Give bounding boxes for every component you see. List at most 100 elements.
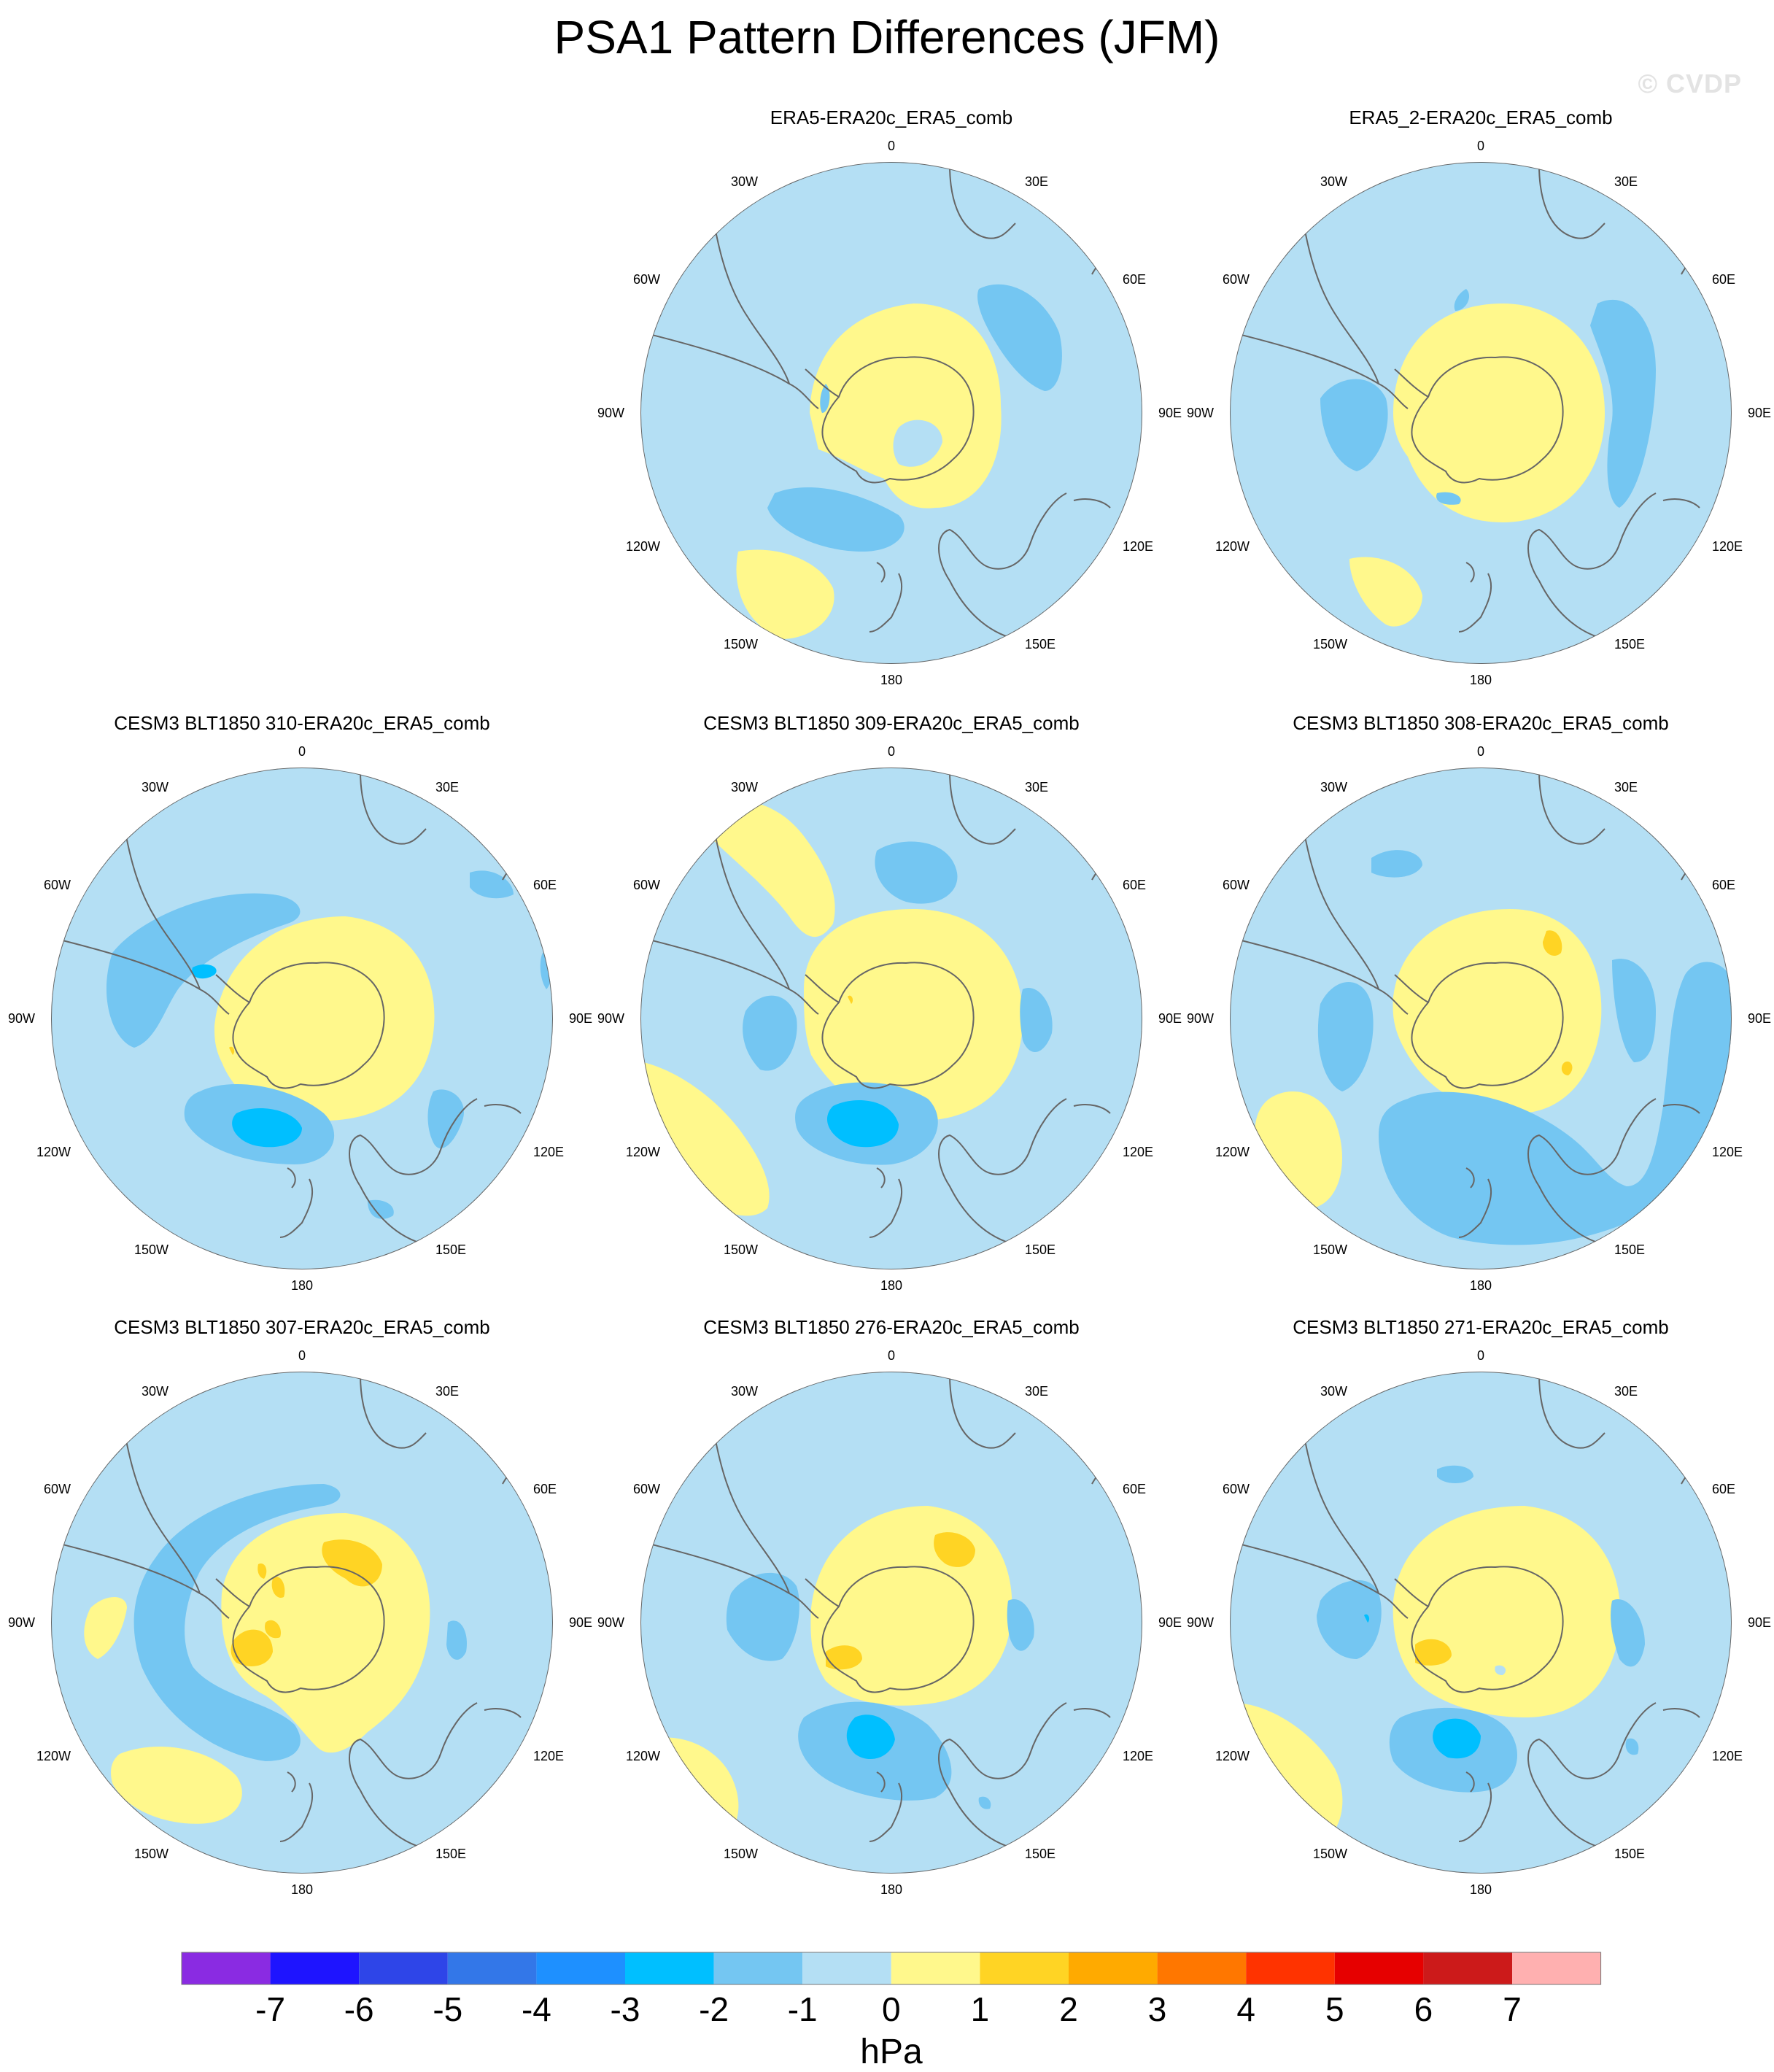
panel-title-5: CESM3 BLT1850 308-ERA20c_ERA5_comb <box>1293 712 1668 734</box>
lon-label-2-10: 60W <box>1223 272 1250 287</box>
lon-label-4-7: 150W <box>724 1242 758 1257</box>
lon-label-1-0: 0 <box>888 139 895 153</box>
colorbar-label-14: 7 <box>1503 1990 1522 2028</box>
map-panel-1 <box>640 162 1142 664</box>
lon-label-5-2: 60E <box>1712 878 1735 892</box>
colorbar-box-3 <box>447 1952 537 1984</box>
lon-label-2-4: 120E <box>1712 539 1743 554</box>
lon-label-6-8: 120W <box>36 1749 71 1763</box>
lon-label-6-7: 150W <box>134 1847 169 1861</box>
colorbar-box-14 <box>1423 1952 1512 1984</box>
colorbar-label-12: 5 <box>1325 1990 1344 2028</box>
lon-label-8-5: 150E <box>1614 1847 1645 1861</box>
colorbar-label-4: -3 <box>611 1990 640 2028</box>
lon-label-2-5: 150E <box>1614 637 1645 652</box>
lon-label-2-9: 90W <box>1187 406 1214 420</box>
lon-label-4-2: 60E <box>1123 878 1146 892</box>
lon-label-1-2: 60E <box>1123 272 1146 287</box>
lon-label-4-4: 120E <box>1123 1145 1153 1159</box>
lon-label-7-6: 180 <box>880 1882 902 1897</box>
lon-label-6-6: 180 <box>291 1882 313 1897</box>
colorbar-label-8: 1 <box>971 1990 990 2028</box>
colorbar-box-13 <box>1334 1952 1424 1984</box>
colorbar-label-3: -4 <box>522 1990 551 2028</box>
lon-label-5-5: 150E <box>1614 1242 1645 1257</box>
panel-title-7: CESM3 BLT1850 276-ERA20c_ERA5_comb <box>703 1316 1079 1338</box>
colorbar-units: hPa <box>860 2033 923 2071</box>
lon-label-2-8: 120W <box>1215 539 1250 554</box>
lon-label-6-5: 150E <box>435 1847 466 1861</box>
colorbar-box-9 <box>980 1952 1069 1984</box>
colorbar-box-8 <box>891 1952 980 1984</box>
lon-label-1-3: 90E <box>1158 406 1182 420</box>
lon-label-4-6: 180 <box>880 1278 902 1293</box>
colorbar-box-12 <box>1246 1952 1335 1984</box>
longitude-labels: 0 30E 60E 90E 120E 150E 180 150W 120W 90W 60W 30W 0 3… <box>8 139 1771 1897</box>
lon-label-3-2: 60E <box>533 878 557 892</box>
lon-label-6-9: 90W <box>8 1615 35 1630</box>
lon-label-7-7: 150W <box>724 1847 758 1861</box>
lon-label-8-2: 60E <box>1712 1482 1735 1496</box>
lon-label-8-4: 120E <box>1712 1749 1743 1763</box>
lon-label-6-10: 60W <box>44 1482 71 1496</box>
lon-label-7-5: 150E <box>1025 1847 1056 1861</box>
colorbar-box-1 <box>270 1952 360 1984</box>
lon-label-7-0: 0 <box>888 1348 895 1363</box>
map-panel-5 <box>1230 768 1732 1269</box>
lon-label-3-10: 60W <box>44 878 71 892</box>
lon-label-7-10: 60W <box>633 1482 660 1496</box>
map-panel-6 <box>51 1372 553 1874</box>
lon-label-4-9: 90W <box>597 1011 624 1026</box>
lon-label-3-7: 150W <box>134 1242 169 1257</box>
lon-label-5-7: 150W <box>1313 1242 1347 1257</box>
lon-label-2-11: 30W <box>1320 174 1347 189</box>
lon-label-6-4: 120E <box>533 1749 564 1763</box>
panel-title-3: CESM3 BLT1850 310-ERA20c_ERA5_comb <box>114 712 489 734</box>
lon-label-7-4: 120E <box>1123 1749 1153 1763</box>
lon-label-4-10: 60W <box>633 878 660 892</box>
lon-label-2-6: 180 <box>1470 673 1492 687</box>
lon-label-2-1: 30E <box>1614 174 1638 189</box>
lon-label-2-0: 0 <box>1477 139 1484 153</box>
colorbar-label-7: 0 <box>882 1990 901 2028</box>
lon-label-5-4: 120E <box>1712 1145 1743 1159</box>
lon-label-3-6: 180 <box>291 1278 313 1293</box>
lon-label-8-1: 30E <box>1614 1384 1638 1399</box>
lon-label-3-11: 30W <box>142 780 169 795</box>
panel-title-4: CESM3 BLT1850 309-ERA20c_ERA5_comb <box>703 712 1079 734</box>
colorbar-box-2 <box>359 1952 448 1984</box>
lon-label-3-1: 30E <box>435 780 459 795</box>
colorbar-box-0 <box>182 1952 271 1984</box>
cvdp-watermark: © CVDP <box>1638 69 1742 98</box>
lon-label-5-3: 90E <box>1748 1011 1771 1026</box>
lon-label-6-11: 30W <box>142 1384 169 1399</box>
lon-label-1-6: 180 <box>880 673 902 687</box>
colorbar-label-10: 3 <box>1148 1990 1167 2028</box>
lon-label-1-4: 120E <box>1123 539 1153 554</box>
lon-label-1-11: 30W <box>731 174 758 189</box>
lon-label-2-2: 60E <box>1712 272 1735 287</box>
colorbar-box-11 <box>1157 1952 1247 1984</box>
lon-label-5-0: 0 <box>1477 744 1484 759</box>
colorbar-label-1: -6 <box>344 1990 374 2028</box>
panel-title-2: ERA5_2-ERA20c_ERA5_comb <box>1349 107 1612 128</box>
colorbar-label-2: -5 <box>433 1990 462 2028</box>
panel-title-8: CESM3 BLT1850 271-ERA20c_ERA5_comb <box>1293 1316 1668 1338</box>
lon-label-6-3: 90E <box>569 1615 592 1630</box>
colorbar-box-4 <box>536 1952 625 1984</box>
lon-label-5-11: 30W <box>1320 780 1347 795</box>
lon-label-4-3: 90E <box>1158 1011 1182 1026</box>
lon-label-4-5: 150E <box>1025 1242 1056 1257</box>
map-panel-4 <box>640 768 1142 1269</box>
lon-label-8-0: 0 <box>1477 1348 1484 1363</box>
colorbar-box-7 <box>802 1952 891 1984</box>
lon-label-8-6: 180 <box>1470 1882 1492 1897</box>
lon-label-3-0: 0 <box>298 744 306 759</box>
lon-label-1-8: 120W <box>626 539 660 554</box>
lon-label-3-4: 120E <box>533 1145 564 1159</box>
lon-label-3-3: 90E <box>569 1011 592 1026</box>
lon-label-8-7: 150W <box>1313 1847 1347 1861</box>
lon-label-2-3: 90E <box>1748 406 1771 420</box>
lon-label-3-9: 90W <box>8 1011 35 1026</box>
map-panel-3 <box>51 768 553 1269</box>
